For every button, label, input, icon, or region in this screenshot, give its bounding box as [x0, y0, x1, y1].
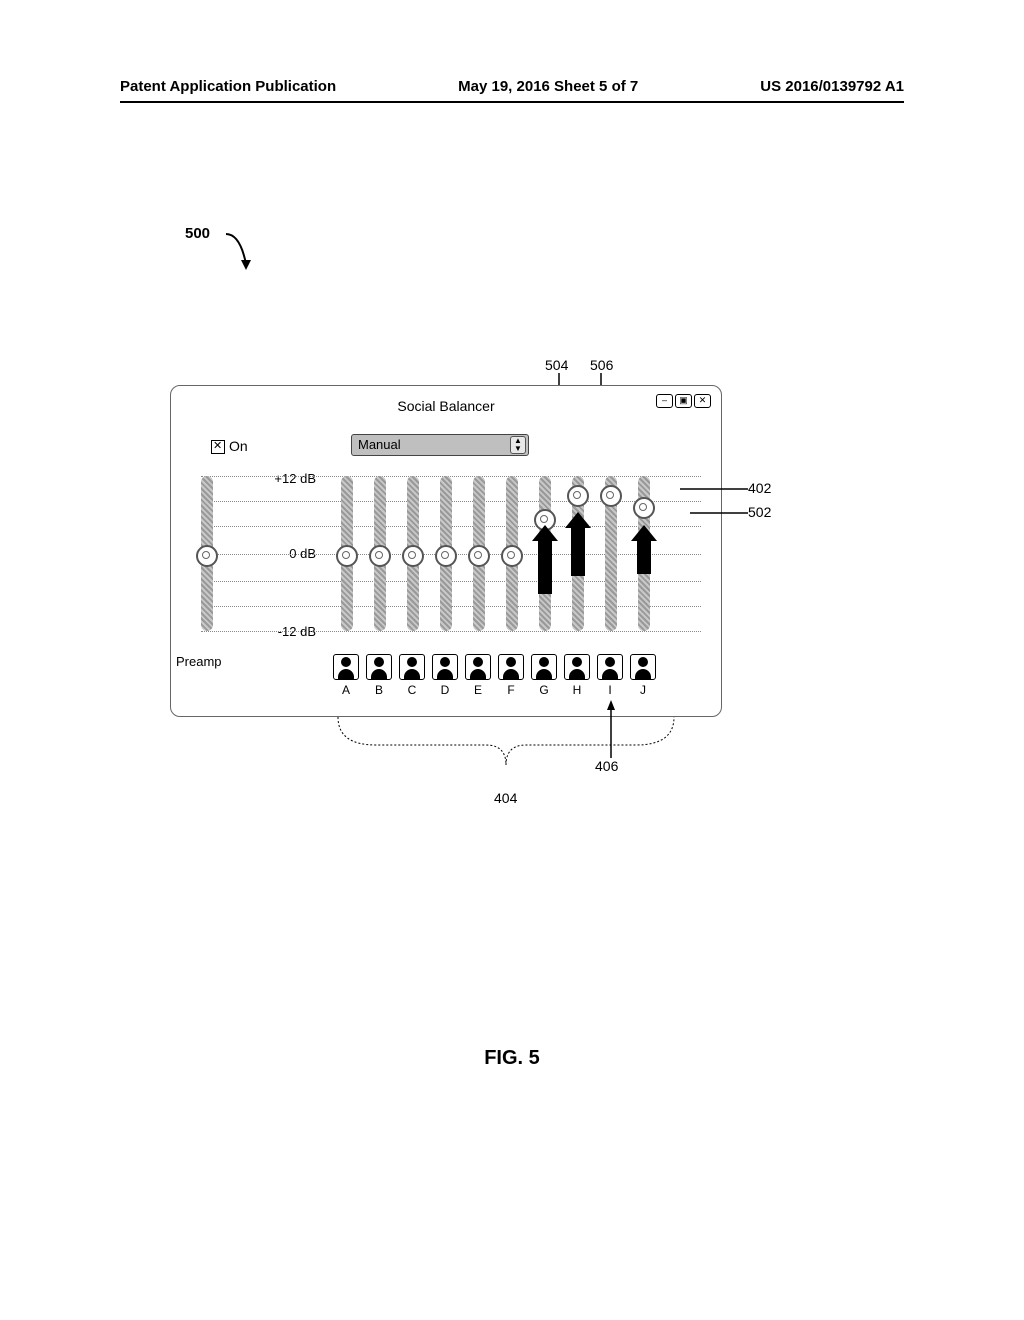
preamp-slider[interactable]: [201, 476, 213, 631]
header-left: Patent Application Publication: [120, 78, 336, 95]
preamp-knob[interactable]: [196, 545, 218, 567]
channel-knob-B[interactable]: [369, 545, 391, 567]
channel-knob-F[interactable]: [501, 545, 523, 567]
lead-402: [680, 488, 748, 490]
avatar-D[interactable]: [432, 654, 458, 680]
preamp-label: Preamp: [176, 654, 222, 669]
channel-labels: ABCDEFGHIJ: [333, 683, 656, 697]
avatar-A[interactable]: [333, 654, 359, 680]
mode-label: Manual: [358, 437, 401, 452]
brace-404: [336, 715, 676, 775]
channel-slider-C[interactable]: [407, 476, 419, 631]
avatar-F[interactable]: [498, 654, 524, 680]
dropdown-arrows-icon: ▲▼: [510, 436, 526, 454]
dialog-title: Social Balancer: [171, 398, 721, 414]
channel-label-J: J: [630, 683, 656, 697]
channel-label-E: E: [465, 683, 491, 697]
on-toggle[interactable]: On: [211, 438, 248, 454]
channel-label-D: D: [432, 683, 458, 697]
header-right: US 2016/0139792 A1: [760, 78, 904, 95]
slider-area: +12 dB 0 dB -12 dB Preamp: [201, 476, 701, 676]
callout-506: 506: [590, 357, 613, 373]
avatar-B[interactable]: [366, 654, 392, 680]
channel-label-F: F: [498, 683, 524, 697]
channel-label-A: A: [333, 683, 359, 697]
channel-knob-I[interactable]: [600, 485, 622, 507]
channel-label-C: C: [399, 683, 425, 697]
social-balancer-dialog: Social Balancer ‒ ▣ ✕ On Manual ▲▼ +12 d…: [170, 385, 722, 717]
arrow-J: [637, 539, 651, 574]
avatar-I[interactable]: [597, 654, 623, 680]
avatar-H[interactable]: [564, 654, 590, 680]
page-header: Patent Application Publication May 19, 2…: [0, 78, 1024, 103]
header-center: May 19, 2016 Sheet 5 of 7: [458, 78, 638, 95]
avatar-J[interactable]: [630, 654, 656, 680]
checkbox-icon: [211, 440, 225, 454]
callout-404: 404: [494, 790, 517, 806]
channel-knob-E[interactable]: [468, 545, 490, 567]
channel-slider-B[interactable]: [374, 476, 386, 631]
avatar-row: [333, 654, 656, 680]
gridline: [201, 476, 701, 477]
channel-slider-I[interactable]: [605, 476, 617, 631]
channel-slider-D[interactable]: [440, 476, 452, 631]
close-button[interactable]: ✕: [694, 394, 711, 408]
avatar-G[interactable]: [531, 654, 557, 680]
channel-slider-E[interactable]: [473, 476, 485, 631]
lead-502: [690, 512, 748, 514]
ref-500-arrow: [222, 230, 262, 275]
callout-504: 504: [545, 357, 568, 373]
channel-knob-A[interactable]: [336, 545, 358, 567]
header-rule: [120, 101, 904, 103]
arrow-G: [538, 539, 552, 594]
channel-slider-A[interactable]: [341, 476, 353, 631]
channel-slider-F[interactable]: [506, 476, 518, 631]
channel-label-H: H: [564, 683, 590, 697]
callout-402: 402: [748, 480, 771, 496]
minimize-button[interactable]: ‒: [656, 394, 673, 408]
channel-knob-D[interactable]: [435, 545, 457, 567]
maximize-button[interactable]: ▣: [675, 394, 692, 408]
channel-knob-J[interactable]: [633, 497, 655, 519]
on-label: On: [229, 438, 248, 454]
arrow-H: [571, 526, 585, 576]
channel-label-G: G: [531, 683, 557, 697]
channel-knob-C[interactable]: [402, 545, 424, 567]
channel-label-B: B: [366, 683, 392, 697]
callout-502: 502: [748, 504, 771, 520]
figure-caption: FIG. 5: [0, 1047, 1024, 1070]
channel-knob-H[interactable]: [567, 485, 589, 507]
avatar-E[interactable]: [465, 654, 491, 680]
mode-dropdown[interactable]: Manual ▲▼: [351, 434, 529, 456]
db-top: +12 dB: [274, 471, 316, 486]
ref-500: 500: [185, 225, 210, 242]
gridline: [201, 631, 701, 632]
avatar-C[interactable]: [399, 654, 425, 680]
channel-label-I: I: [597, 683, 623, 697]
window-buttons: ‒ ▣ ✕: [656, 394, 711, 408]
